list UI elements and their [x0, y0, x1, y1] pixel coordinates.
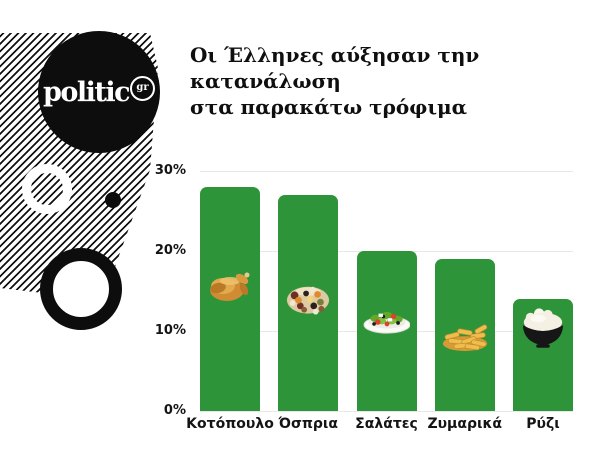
y-axis: 30% 20% 10% 0%	[148, 163, 194, 418]
chart-title-line2: στα παρακάτω τρόφιμα	[190, 95, 468, 119]
x-axis-label: Όσπρια	[278, 416, 339, 432]
x-axis-label: Κοτόπουλο	[186, 416, 274, 432]
politic-gr-logo: politic gr	[38, 31, 160, 153]
salad-icon	[362, 299, 411, 340]
black-dot-decoration	[105, 192, 121, 208]
y-tick-label: 10%	[154, 323, 186, 338]
x-axis-labels: Κοτόπουλο Όσπρια Σαλάτες Ζυμαρικά Ρύζι	[186, 416, 573, 438]
gridline	[200, 171, 573, 172]
chicken-icon	[206, 265, 254, 311]
bar-chart-plot-area	[200, 171, 573, 412]
bar-Ρύζι	[513, 299, 573, 411]
rice-icon	[519, 306, 567, 354]
x-axis-label: Ζυμαρικά	[427, 416, 503, 432]
x-axis-label: Ρύζι	[526, 416, 560, 432]
x-axis-label: Σαλάτες	[355, 416, 418, 432]
logo-wordmark: politic	[42, 76, 131, 108]
y-tick-label: 20%	[154, 243, 186, 258]
black-ring-decoration	[40, 248, 122, 330]
pasta-icon	[441, 315, 489, 358]
white-ring-decoration	[22, 164, 72, 214]
y-tick-label: 0%	[163, 403, 186, 418]
gridline	[200, 411, 573, 412]
logo-gr-badge: gr	[130, 75, 156, 101]
bar-Ζυμαρικά	[434, 259, 495, 411]
legumes-icon	[285, 281, 331, 323]
bar-Κοτόπουλο	[200, 187, 260, 411]
chart-title: Οι Έλληνες αύξησαν την κατανάλωση στα πα…	[190, 42, 600, 120]
bar-Σαλάτες	[356, 251, 417, 411]
y-tick-label: 30%	[154, 163, 186, 178]
chart-title-line1: Οι Έλληνες αύξησαν την κατανάλωση	[190, 43, 480, 93]
bar-Όσπρια	[278, 195, 339, 411]
